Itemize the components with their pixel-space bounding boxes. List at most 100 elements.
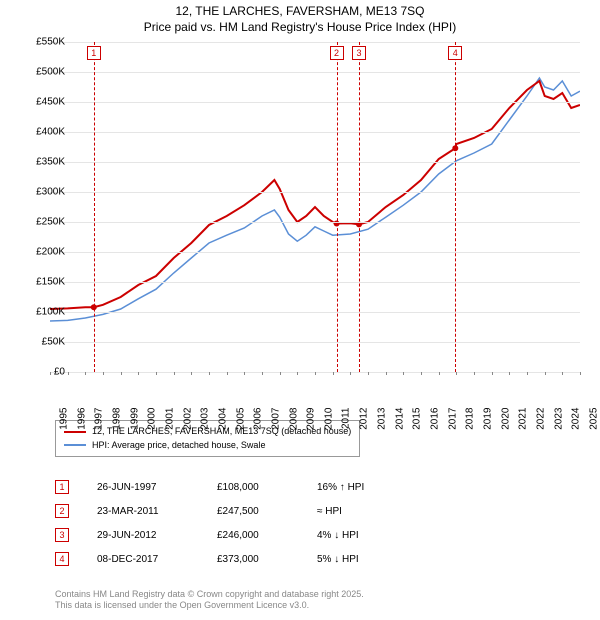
x-axis-label: 2019 [482, 408, 493, 430]
x-axis-label: 2023 [553, 408, 564, 430]
y-axis-label: £100K [36, 307, 65, 318]
legend-swatch-1 [64, 444, 86, 446]
x-tick [580, 372, 581, 375]
y-axis-label: £300K [36, 187, 65, 198]
x-tick [244, 372, 245, 375]
sales-rel-3: 5% ↓ HPI [317, 554, 427, 565]
reference-marker: 1 [87, 46, 101, 60]
title-line2: Price paid vs. HM Land Registry's House … [0, 20, 600, 36]
x-tick [297, 372, 298, 375]
x-axis-label: 2022 [535, 408, 546, 430]
sales-marker-0: 1 [55, 480, 69, 494]
x-axis-label: 2016 [429, 408, 440, 430]
y-axis-label: £200K [36, 247, 65, 258]
x-axis-label: 2009 [306, 408, 317, 430]
x-tick [50, 372, 51, 375]
reference-line [337, 42, 338, 372]
x-tick [174, 372, 175, 375]
x-tick [439, 372, 440, 375]
reference-marker: 4 [448, 46, 462, 60]
x-axis-label: 2002 [182, 408, 193, 430]
x-tick [368, 372, 369, 375]
x-tick [227, 372, 228, 375]
sales-row-2: 3 29-JUN-2012 £246,000 4% ↓ HPI [55, 523, 427, 547]
sales-marker-2: 3 [55, 528, 69, 542]
sales-row-0: 1 26-JUN-1997 £108,000 16% ↑ HPI [55, 475, 427, 499]
x-tick [68, 372, 69, 375]
gridline-h [50, 162, 580, 163]
gridline-h [50, 192, 580, 193]
x-axis-label: 2007 [270, 408, 281, 430]
legend-swatch-0 [64, 431, 86, 433]
x-tick [103, 372, 104, 375]
x-tick [386, 372, 387, 375]
chart-container: 12, THE LARCHES, FAVERSHAM, ME13 7SQ Pri… [0, 0, 600, 620]
sales-table: 1 26-JUN-1997 £108,000 16% ↑ HPI 2 23-MA… [55, 475, 427, 571]
sales-rel-1: ≈ HPI [317, 506, 427, 517]
x-axis-label: 2018 [465, 408, 476, 430]
x-axis-label: 2004 [217, 408, 228, 430]
x-axis-label: 2000 [147, 408, 158, 430]
x-tick [121, 372, 122, 375]
x-axis-label: 2003 [200, 408, 211, 430]
gridline-h [50, 252, 580, 253]
gridline-h [50, 342, 580, 343]
x-tick [209, 372, 210, 375]
x-axis-label: 2025 [588, 408, 599, 430]
x-tick [280, 372, 281, 375]
title-line1: 12, THE LARCHES, FAVERSHAM, ME13 7SQ [0, 4, 600, 20]
x-tick [509, 372, 510, 375]
x-axis-label: 2006 [253, 408, 264, 430]
y-axis-label: £250K [36, 217, 65, 228]
gridline-h [50, 42, 580, 43]
sales-price-3: £373,000 [217, 554, 317, 565]
x-tick [527, 372, 528, 375]
x-tick [191, 372, 192, 375]
y-axis-label: £150K [36, 277, 65, 288]
x-tick [156, 372, 157, 375]
gridline-h [50, 282, 580, 283]
x-axis-label: 2010 [323, 408, 334, 430]
x-tick [421, 372, 422, 375]
reference-marker: 3 [352, 46, 366, 60]
legend-row-1: HPI: Average price, detached house, Swal… [64, 439, 351, 453]
x-axis-label: 2015 [412, 408, 423, 430]
sales-price-1: £247,500 [217, 506, 317, 517]
x-tick [85, 372, 86, 375]
x-axis-label: 1998 [111, 408, 122, 430]
y-axis-label: £500K [36, 67, 65, 78]
sales-marker-1: 2 [55, 504, 69, 518]
x-axis-label: 2024 [571, 408, 582, 430]
y-axis-label: £0 [54, 367, 65, 378]
gridline-h [50, 132, 580, 133]
gridline-h [50, 222, 580, 223]
reference-line [359, 42, 360, 372]
reference-marker: 2 [330, 46, 344, 60]
y-axis-label: £350K [36, 157, 65, 168]
x-axis-label: 1999 [129, 408, 140, 430]
x-tick [562, 372, 563, 375]
sales-rel-2: 4% ↓ HPI [317, 530, 427, 541]
x-axis-label: 2014 [394, 408, 405, 430]
sales-row-1: 2 23-MAR-2011 £247,500 ≈ HPI [55, 499, 427, 523]
gridline-h [50, 312, 580, 313]
sales-date-1: 23-MAR-2011 [97, 506, 217, 517]
y-axis-label: £550K [36, 37, 65, 48]
x-tick [262, 372, 263, 375]
x-axis-label: 2008 [288, 408, 299, 430]
sales-rel-0: 16% ↑ HPI [317, 482, 427, 493]
chart-area [50, 42, 580, 372]
legend-label-1: HPI: Average price, detached house, Swal… [92, 439, 265, 453]
sales-date-3: 08-DEC-2017 [97, 554, 217, 565]
x-axis-label: 2021 [518, 408, 529, 430]
title-block: 12, THE LARCHES, FAVERSHAM, ME13 7SQ Pri… [0, 0, 600, 35]
series-line-1 [50, 78, 580, 321]
sales-date-2: 29-JUN-2012 [97, 530, 217, 541]
x-axis-label: 2005 [235, 408, 246, 430]
series-line-0 [50, 81, 580, 309]
x-axis-label: 1996 [76, 408, 87, 430]
chart-svg [50, 42, 580, 372]
x-tick [403, 372, 404, 375]
sales-row-3: 4 08-DEC-2017 £373,000 5% ↓ HPI [55, 547, 427, 571]
y-axis-label: £400K [36, 127, 65, 138]
